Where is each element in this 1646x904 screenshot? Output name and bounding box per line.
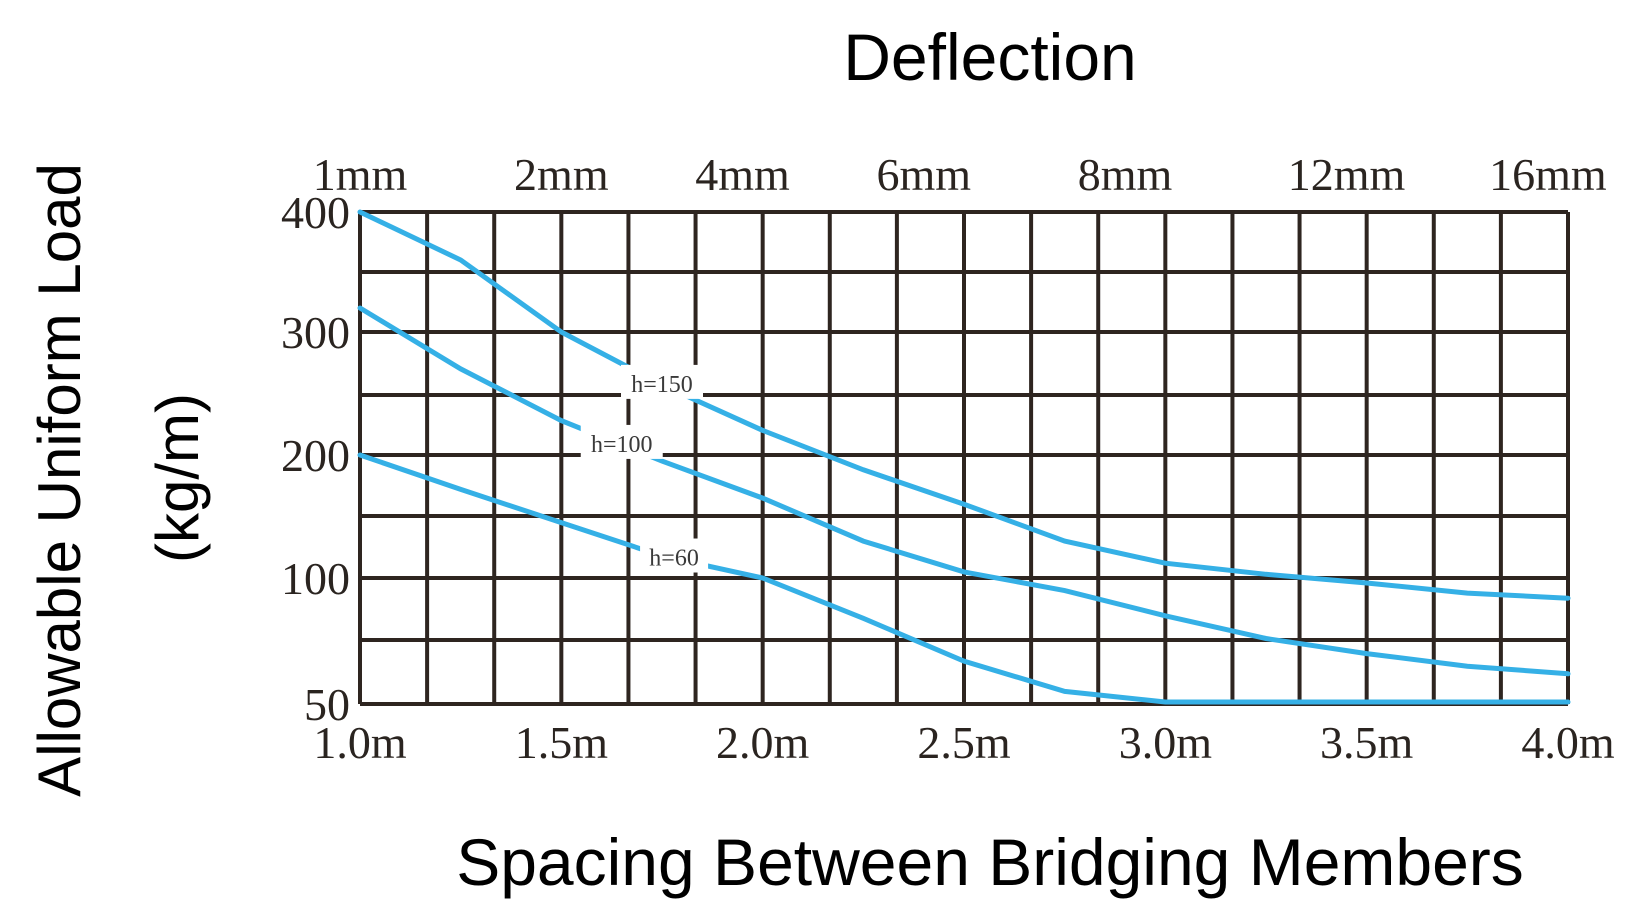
curve-label-layer: h=150 h=100 h=60 (580, 364, 709, 573)
series-label-h=150: h=150 (631, 372, 693, 398)
x-tick-label: 1.5m (515, 717, 609, 768)
curve-layer (357, 209, 1571, 705)
y-axis-label-line2: (kg/m) (144, 393, 211, 563)
top-tick-label: 2mm (514, 149, 609, 200)
y-tick-label: 300 (281, 307, 350, 358)
series-line-h=60 (357, 452, 1571, 705)
y-tick-label: 400 (281, 187, 350, 238)
top-tick-label: 4mm (695, 149, 790, 200)
y-axis-label-line1: Allowable Uniform Load (26, 163, 93, 797)
series-label-bg (580, 424, 663, 459)
y-tick-label: 200 (281, 430, 350, 481)
series-line-h=100 (357, 305, 1571, 677)
top-tick-label: 8mm (1078, 149, 1173, 200)
grid-layer (358, 210, 1570, 706)
top-tick-label: 6mm (876, 149, 971, 200)
top-tick-label: 16mm (1489, 149, 1607, 200)
x-axis-label: Spacing Between Bridging Members (456, 825, 1524, 899)
x-tick-label: 1.0m (313, 717, 407, 768)
x-tick-label: 4.0m (1521, 717, 1615, 768)
x-tick-label: 3.0m (1119, 717, 1213, 768)
series-label-bg (621, 364, 703, 399)
series-label-h=100: h=100 (591, 432, 653, 458)
y-tick-label: 50 (304, 679, 350, 730)
y-tick-label: 100 (281, 553, 350, 604)
x-tick-label: 2.0m (716, 717, 810, 768)
chart-title: Deflection (843, 20, 1137, 94)
x-tick-label: 3.5m (1320, 717, 1414, 768)
x-tick-label: 2.5m (917, 717, 1011, 768)
series-line-h=150 (357, 209, 1571, 601)
series-label-h=60: h=60 (649, 546, 699, 572)
top-tick-label: 1mm (313, 149, 408, 200)
tick-label-layer: 1.0m 1.5m 2.0m 2.5m 3.0m 3.5m 4.0m 400 300 200 100… (281, 149, 1615, 768)
series-label-bg (640, 538, 709, 573)
top-tick-label: 12mm (1288, 149, 1406, 200)
